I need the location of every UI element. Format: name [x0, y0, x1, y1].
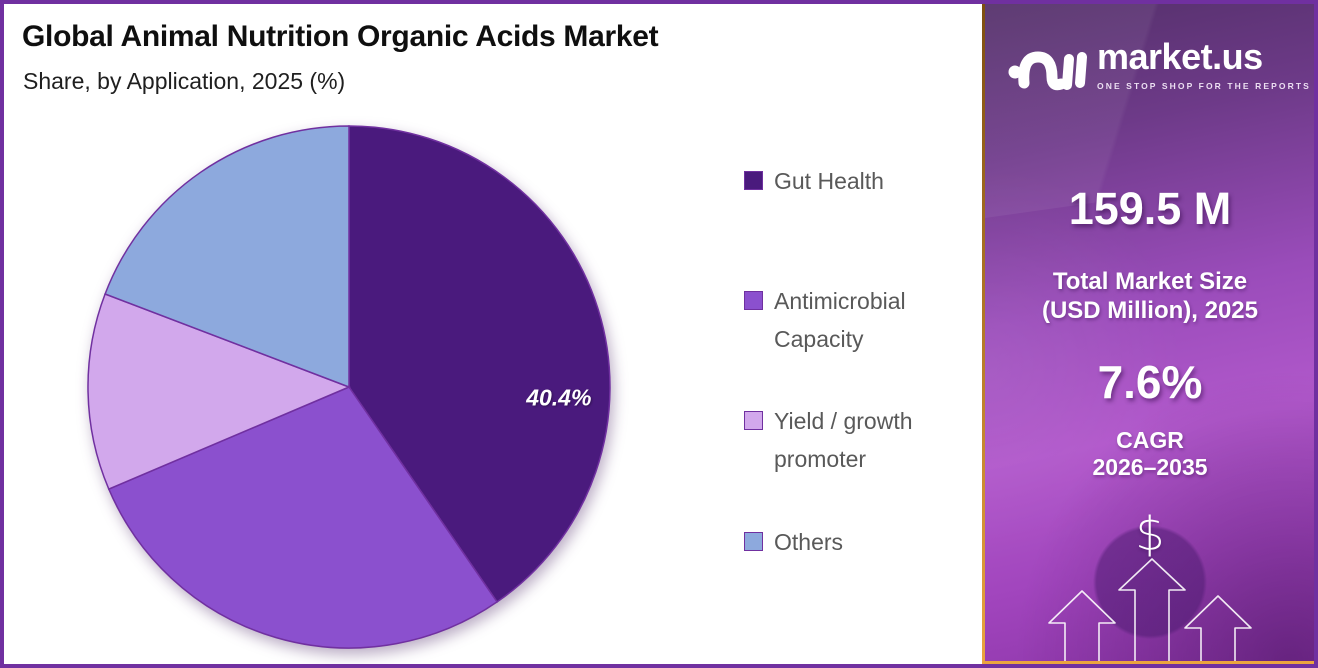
market-size-label: Total Market Size (USD Million), 2025 — [985, 267, 1314, 325]
legend-swatch-antimicrobial-capacity — [744, 291, 763, 310]
legend-label: Others — [774, 529, 844, 555]
brand-tagline: ONE STOP SHOP FOR THE REPORTS — [1097, 81, 1311, 91]
dollar-sign: $ — [1135, 507, 1165, 561]
legend-label: Antimicrobial Capacity — [774, 288, 906, 352]
cagr-value: 7.6% — [1097, 356, 1203, 408]
legend-item-yield-growth-promoter: Yield / growth promoter — [744, 402, 974, 478]
legend-item-gut-health: Gut Health — [744, 162, 974, 200]
pie-data-label: 40.4% — [526, 384, 592, 411]
brand-logo: market.us ONE STOP SHOP FOR THE REPORTS — [1007, 39, 1311, 95]
brand-name: market.us — [1097, 36, 1263, 77]
legend-swatch-gut-health — [744, 171, 763, 190]
cagr-label: CAGR 2026–2035 — [985, 427, 1314, 481]
legend-label: Gut Health — [774, 168, 884, 194]
market-size-label-line2: (USD Million), 2025 — [1041, 297, 1259, 324]
legend-label: Yield / growth promoter — [774, 408, 913, 472]
pie-slice-0 — [348, 125, 611, 603]
market-size-label-line1: Total Market Size — [1052, 268, 1248, 295]
page-subtitle: Share, by Application, 2025 (%) — [23, 68, 346, 94]
pie-chart — [87, 125, 611, 649]
legend-swatch-others — [744, 532, 763, 551]
legend-item-others: Others — [744, 523, 974, 561]
cagr-label-line1: CAGR — [1116, 427, 1184, 453]
growth-up-arrows-icon — [1048, 558, 1252, 661]
legend-swatch-yield-growth-promoter — [744, 411, 763, 430]
cagr-label-line2: 2026–2035 — [1092, 454, 1208, 480]
page-title: Global Animal Nutrition Organic Acids Ma… — [22, 20, 659, 53]
pie-slice-3 — [104, 125, 350, 389]
pie-slice-1 — [107, 386, 499, 649]
market-us-squiggle-icon — [1008, 51, 1087, 91]
sidebar: market.us ONE STOP SHOP FOR THE REPORTS … — [982, 4, 1314, 664]
pie-slice-2 — [87, 293, 352, 491]
legend-item-antimicrobial-capacity: Antimicrobial Capacity — [744, 282, 974, 358]
market-size-value: 159.5 M — [1068, 183, 1232, 234]
